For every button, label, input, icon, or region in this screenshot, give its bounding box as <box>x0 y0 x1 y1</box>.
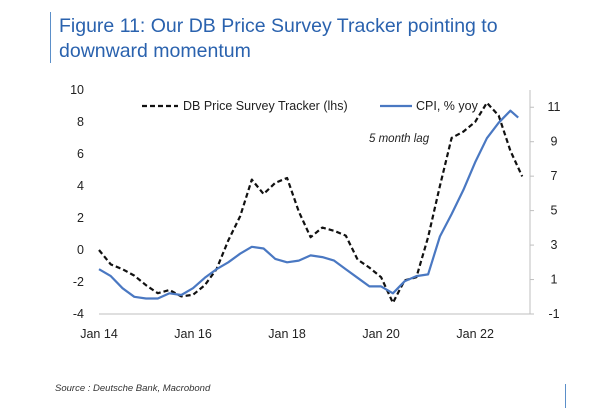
left-tick-label: 10 <box>70 83 84 97</box>
source-note: Source : Deutsche Bank, Macrobond <box>55 383 211 394</box>
legend: DB Price Survey Tracker (lhs) CPI, % yoy <box>142 99 479 113</box>
left-tick-label: 4 <box>77 179 84 193</box>
left-tick-label: -2 <box>73 275 84 289</box>
axes <box>99 90 531 315</box>
left-tick-label: -4 <box>73 307 84 321</box>
left-tick-label: 0 <box>77 243 84 257</box>
title-accent-line <box>50 12 51 63</box>
legend-label-cpi: CPI, % yoy <box>416 99 479 113</box>
x-tick-label: Jan 14 <box>80 327 118 341</box>
x-tick-label: Jan 16 <box>174 327 212 341</box>
right-tick-label: 5 <box>551 204 558 218</box>
right-tick-label: 7 <box>551 169 558 183</box>
x-tick-label: Jan 22 <box>456 327 494 341</box>
right-tick-label: 11 <box>548 100 561 114</box>
right-axis-ticks: -1 1 3 5 7 9 11 <box>530 100 561 321</box>
series-line-db-tracker <box>98 101 524 304</box>
right-tick-label: 3 <box>551 238 558 252</box>
x-tick-label: Jan 18 <box>268 327 306 341</box>
series-line-cpi <box>98 109 519 300</box>
x-tick-label: Jan 20 <box>362 327 400 341</box>
figure-title: Figure 11: Our DB Price Survey Tracker p… <box>59 15 498 62</box>
right-tick-label: -1 <box>548 307 559 321</box>
legend-label-db-tracker: DB Price Survey Tracker (lhs) <box>183 99 348 113</box>
left-tick-label: 8 <box>77 115 84 129</box>
lag-annotation: 5 month lag <box>369 133 430 145</box>
right-tick-label: 9 <box>551 135 558 149</box>
x-axis-ticks: Jan 14 Jan 16 Jan 18 Jan 20 Jan 22 <box>80 327 494 341</box>
left-tick-label: 2 <box>77 211 84 225</box>
right-tick-label: 1 <box>551 273 558 287</box>
left-tick-label: 6 <box>77 147 84 161</box>
left-axis-ticks: -4 -2 0 2 4 6 8 10 <box>70 83 84 321</box>
footer-accent-line <box>565 384 566 408</box>
